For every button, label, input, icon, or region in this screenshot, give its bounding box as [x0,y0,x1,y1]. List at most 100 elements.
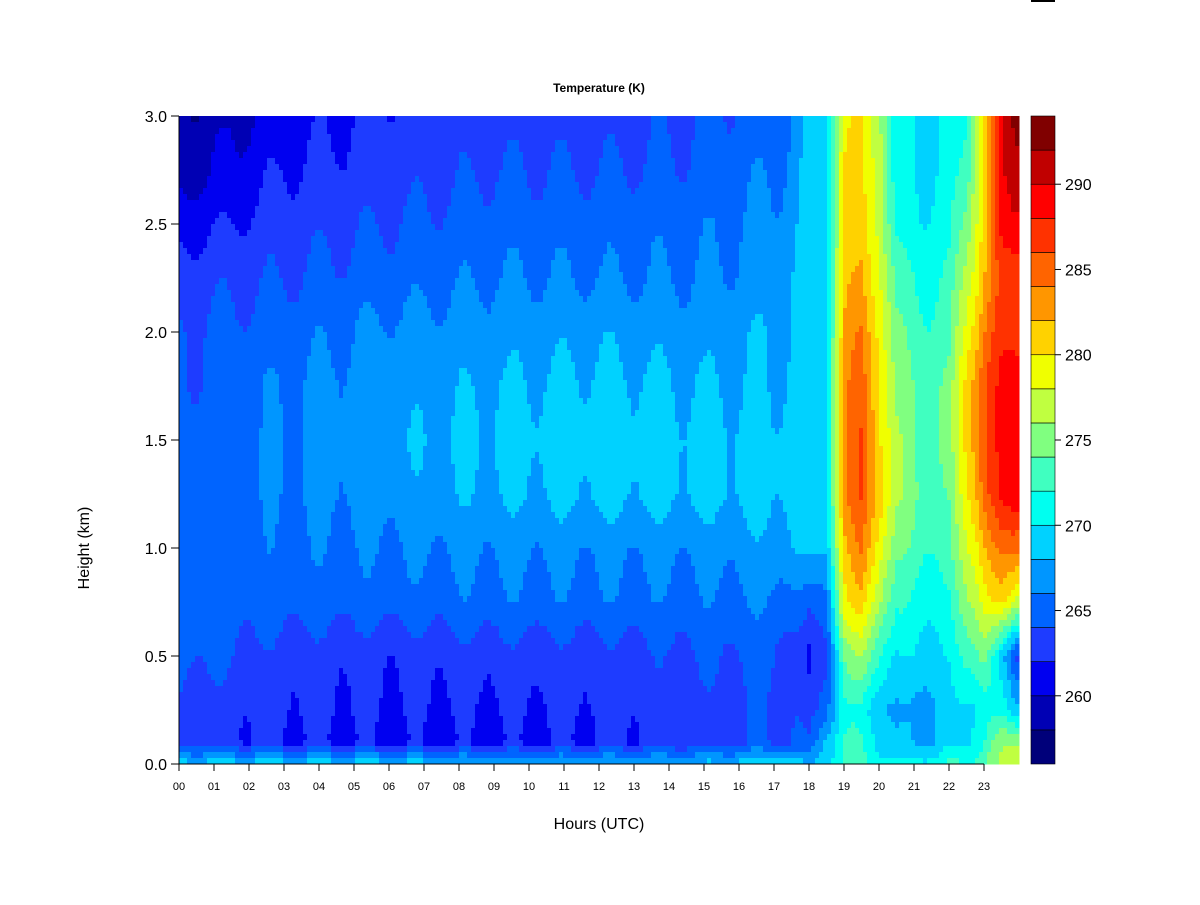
heatmap-cell [263,752,268,759]
heatmap-cell [179,698,184,705]
heatmap-cell [303,710,308,717]
heatmap-cell [283,536,288,543]
heatmap-cell [295,644,300,651]
heatmap-cell [251,674,256,681]
heatmap-cell [323,320,328,327]
heatmap-cell [363,206,368,213]
heatmap-cell [323,602,328,609]
heatmap-cell [215,524,220,531]
heatmap-cell [199,704,204,711]
heatmap-cell [331,338,336,345]
heatmap-cell [351,122,356,129]
heatmap-cell [259,242,264,249]
heatmap-cell [191,362,196,369]
heatmap-cell [255,698,260,705]
heatmap-cell [223,146,228,153]
heatmap-cell [263,548,268,555]
heatmap-cell [275,716,280,723]
heatmap-cell [187,758,192,765]
heatmap-cell [359,464,364,471]
heatmap-cell [227,266,232,273]
heatmap-cell [279,434,284,441]
heatmap-cell [291,146,296,153]
heatmap-cell [287,626,292,633]
heatmap-cell [307,656,312,663]
heatmap-cell [219,428,224,435]
heatmap-cell [191,428,196,435]
heatmap-cell [199,506,204,513]
heatmap-cell [331,182,336,189]
heatmap-cell [331,722,336,729]
heatmap-cell [187,158,192,165]
heatmap-cell [347,668,352,675]
heatmap-cell [279,182,284,189]
heatmap-cell [335,464,340,471]
heatmap-cell [347,464,352,471]
heatmap-cell [275,134,280,141]
heatmap-cell [243,734,248,741]
heatmap-cell [255,404,260,411]
heatmap-cell [287,584,292,591]
heatmap-cell [199,536,204,543]
heatmap-cell [203,626,208,633]
heatmap-cell [235,212,240,219]
heatmap-cell [235,446,240,453]
heatmap-cell [331,386,336,393]
heatmap-cell [279,284,284,291]
heatmap-cell [195,284,200,291]
heatmap-cell [251,350,256,357]
heatmap-cell [227,758,232,765]
heatmap-cell [303,374,308,381]
heatmap-cell [315,140,320,147]
heatmap-cell [195,506,200,513]
heatmap-cell [355,236,360,243]
heatmap-cell [295,680,300,687]
heatmap-cell [327,626,332,633]
heatmap-cell [287,596,292,603]
heatmap-cell [335,374,340,381]
heatmap-cell [343,236,348,243]
heatmap-cell [243,518,248,525]
heatmap-cell [275,704,280,711]
heatmap-cell [247,404,252,411]
heatmap-cell [195,614,200,621]
heatmap-cell [279,686,284,693]
heatmap-cell [183,596,188,603]
heatmap-cell [231,212,236,219]
heatmap-cell [307,254,312,261]
heatmap-cell [279,332,284,339]
heatmap-cell [191,272,196,279]
heatmap-cell [223,584,228,591]
heatmap-cell [315,260,320,267]
heatmap-cell [191,122,196,129]
heatmap-cell [343,602,348,609]
heatmap-cell [327,356,332,363]
heatmap-cell [259,488,264,495]
heatmap-cell [303,380,308,387]
heatmap-cell [303,692,308,699]
heatmap-cell [255,314,260,321]
heatmap-cell [207,134,212,141]
heatmap-cell [359,668,364,675]
heatmap-cell [359,698,364,705]
heatmap-cell [287,512,292,519]
heatmap-cell [219,362,224,369]
heatmap-cell [267,164,272,171]
heatmap-cell [211,392,216,399]
heatmap-cell [191,314,196,321]
heatmap-cell [195,272,200,279]
heatmap-cell [319,716,324,723]
heatmap-cell [215,248,220,255]
heatmap-cell [207,590,212,597]
heatmap-cell [183,488,188,495]
heatmap-cell [179,308,184,315]
heatmap-cell [295,662,300,669]
heatmap-cell [223,506,228,513]
heatmap-cell [243,596,248,603]
heatmap-cell [259,158,264,165]
heatmap-cell [279,656,284,663]
heatmap-cell [263,362,268,369]
heatmap-cell [303,590,308,597]
heatmap-cell [179,278,184,285]
heatmap-cell [251,548,256,555]
